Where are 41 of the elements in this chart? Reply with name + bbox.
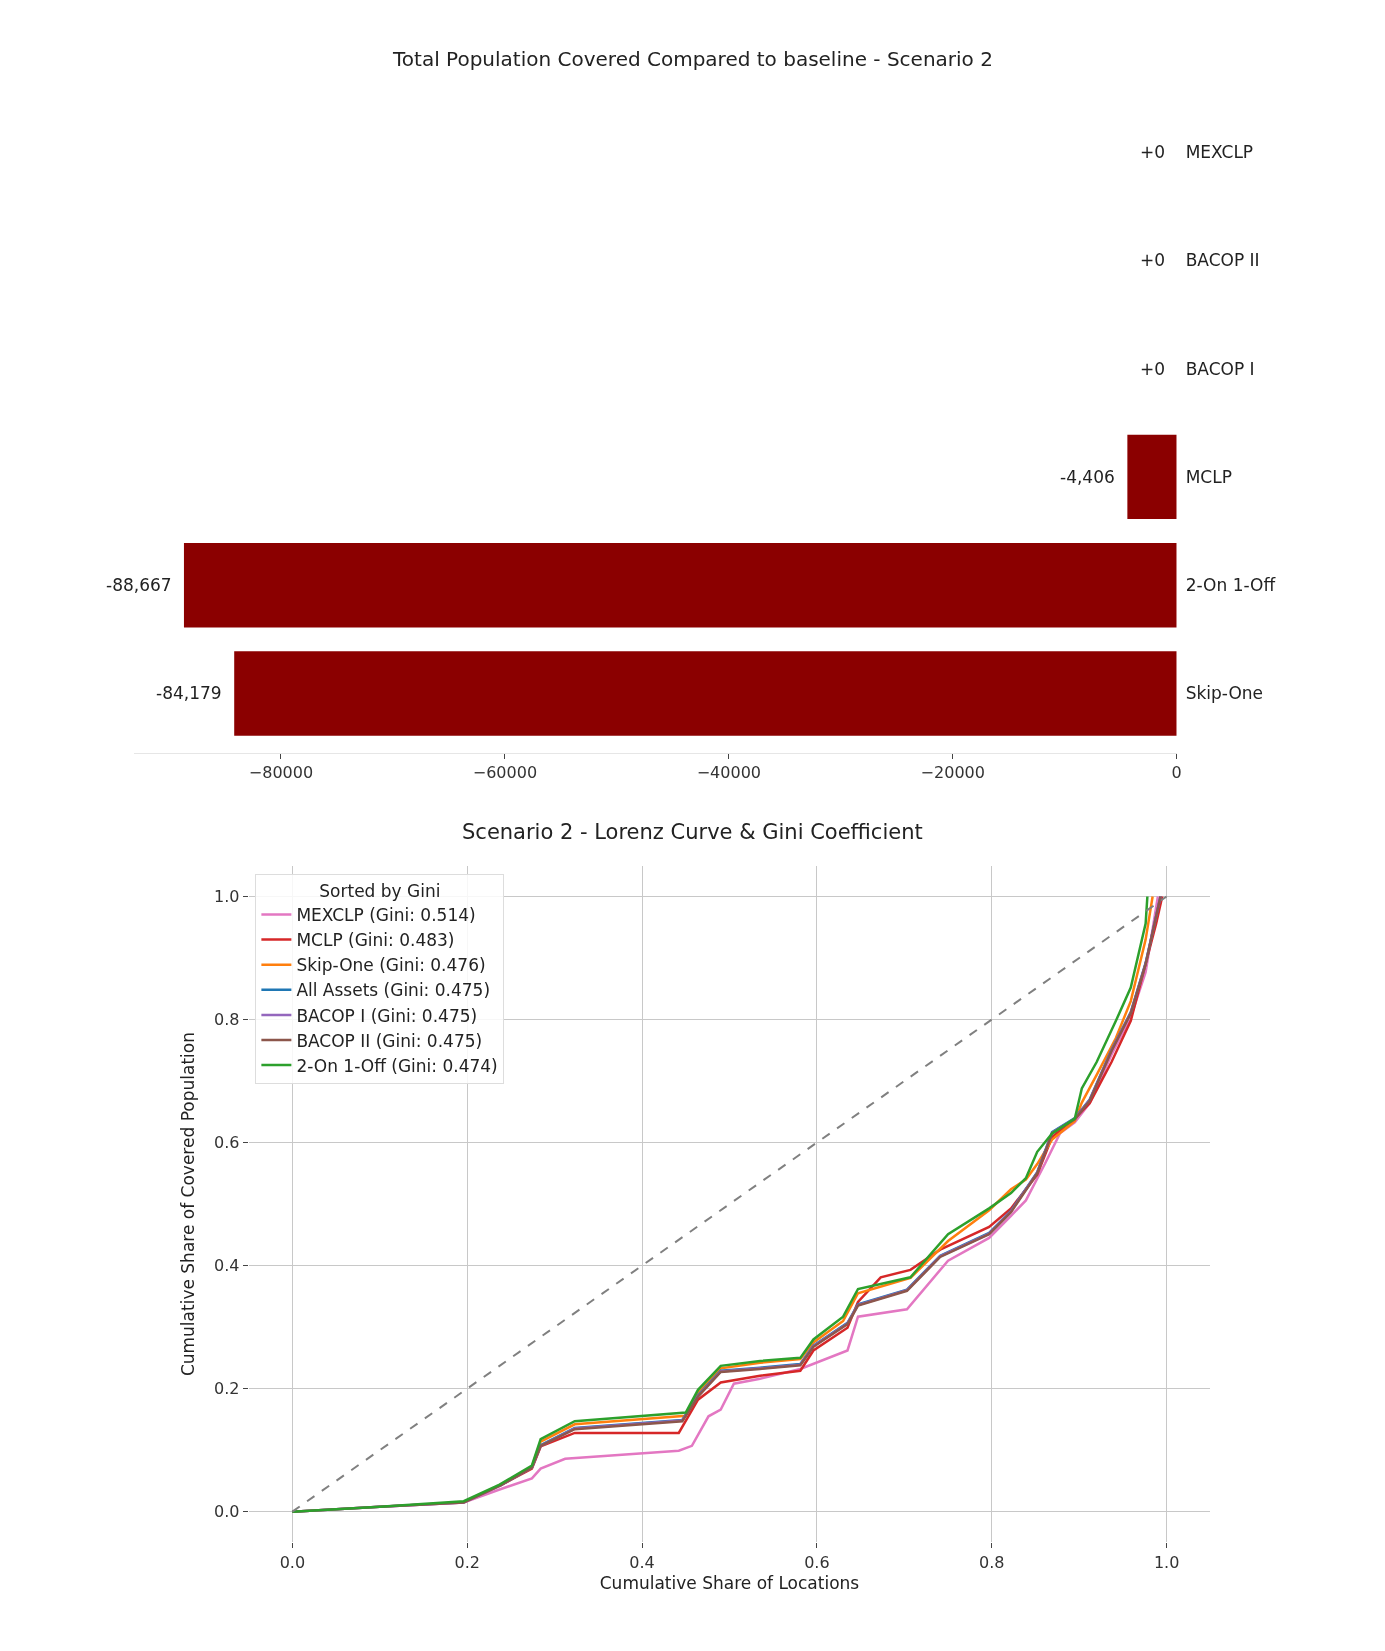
- x-tick-label: 0.4: [629, 1552, 655, 1572]
- x-tick-label: 0.2: [454, 1552, 480, 1572]
- data-label: +0: [1140, 359, 1166, 379]
- y-tick-label: BACOP II: [1185, 250, 1260, 271]
- x-tick-label: −80000: [248, 763, 314, 783]
- y-axis-title: Cumulative Share of Covered Population: [177, 1032, 198, 1377]
- data-label: +0: [1140, 250, 1166, 270]
- x-tick-label: −40000: [696, 763, 761, 783]
- x-tick-label: 0.6: [804, 1552, 830, 1572]
- legend-label: BACOP II (Gini: 0.475): [296, 1030, 483, 1051]
- y-tick-label: MEXCLP: [1185, 141, 1254, 162]
- y-tick-label: 0.0: [214, 1502, 240, 1522]
- y-tick-label: 1.0: [214, 887, 240, 907]
- legend-label: MCLP (Gini: 0.483): [296, 930, 455, 951]
- y-tick-label: MCLP: [1185, 466, 1232, 487]
- legend-label: All Assets (Gini: 0.475): [296, 980, 491, 1001]
- chart-title: Scenario 2 - Lorenz Curve & Gini Coefficient: [462, 820, 923, 844]
- data-label: -84,179: [156, 683, 222, 703]
- data-label: -4,406: [1060, 467, 1115, 487]
- x-tick-label: −60000: [472, 763, 538, 783]
- legend-label: BACOP I (Gini: 0.475): [296, 1005, 478, 1026]
- y-tick-label: BACOP I: [1185, 358, 1255, 379]
- y-tick-label: 0.6: [214, 1133, 240, 1153]
- x-tick-label: 0: [1171, 763, 1182, 783]
- legend-title: Sorted by Gini: [319, 880, 441, 901]
- y-tick-label: 0.2: [214, 1379, 240, 1399]
- chart-title: Total Population Covered Compared to baseline - Scenario 2: [392, 47, 993, 71]
- legend-label: Skip-One (Gini: 0.476): [296, 955, 486, 976]
- x-tick-label: −20000: [920, 763, 985, 783]
- x-tick-label: 0.0: [279, 1552, 306, 1572]
- y-tick-label: Skip-One: [1185, 683, 1264, 704]
- data-label: -88,667: [106, 575, 172, 595]
- x-axis-title: Cumulative Share of Locations: [599, 1572, 860, 1593]
- legend-label: 2-On 1-Off (Gini: 0.474): [296, 1055, 498, 1076]
- y-tick-label: 0.8: [214, 1010, 240, 1030]
- x-tick-label: 1.0: [1153, 1552, 1180, 1572]
- data-label: +0: [1140, 142, 1166, 162]
- x-tick-label: 0.8: [979, 1552, 1005, 1572]
- legend-label: MEXCLP (Gini: 0.514): [296, 905, 476, 926]
- y-tick-label: 0.4: [214, 1256, 240, 1276]
- y-tick-label: 2-On 1-Off: [1185, 575, 1277, 596]
